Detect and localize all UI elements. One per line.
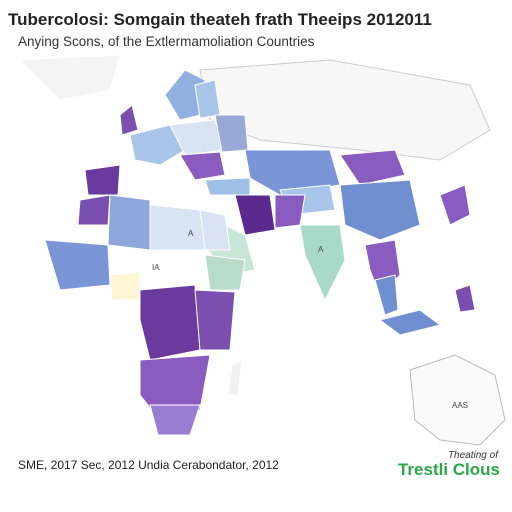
map-title: Tubercolosi: Somgain theateh frath Theei…	[8, 10, 432, 29]
south-africa	[149, 404, 201, 436]
balkans	[179, 151, 226, 181]
philippines	[454, 284, 476, 313]
india	[299, 224, 346, 302]
western-europe	[129, 124, 186, 166]
finland	[194, 79, 221, 119]
iberia	[84, 164, 121, 196]
map-label: AAS	[452, 401, 468, 410]
map-label: A	[188, 229, 194, 238]
egypt	[199, 209, 231, 251]
algeria	[107, 194, 151, 251]
ethiopia	[204, 254, 246, 291]
madagascar	[227, 359, 243, 396]
central-africa	[139, 284, 201, 361]
turkey	[204, 177, 251, 196]
indonesia	[378, 309, 442, 336]
logo-text: Trestli Clous	[397, 460, 500, 479]
map-subtitle: Anying Scons, of the Extlermamoliation C…	[18, 34, 315, 49]
map-label: IA	[152, 263, 160, 272]
morocco	[77, 194, 111, 226]
australia-outline	[409, 354, 506, 446]
logo-caption: Theating of	[447, 450, 498, 461]
iran	[234, 194, 276, 236]
map-label: A	[318, 245, 324, 254]
afghanistan	[274, 194, 306, 229]
libya	[149, 204, 206, 251]
china	[339, 179, 421, 241]
greenland-outline	[18, 54, 121, 101]
indochina	[374, 274, 399, 316]
east-africa	[194, 289, 236, 351]
source-note: SME, 2017 Sec, 2012 Undia Cerabondator, …	[18, 458, 279, 472]
west-africa	[44, 239, 111, 291]
korea-japan	[439, 184, 471, 226]
uk	[119, 104, 139, 136]
mongolia	[339, 149, 406, 186]
nigeria	[109, 271, 141, 301]
